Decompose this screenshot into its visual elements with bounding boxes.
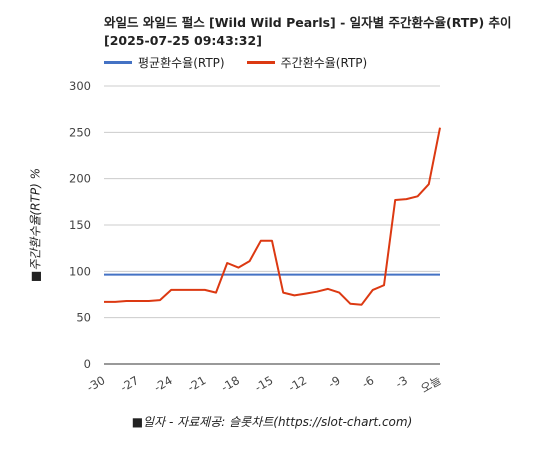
x-tick-label: -12 — [286, 373, 309, 395]
x-tick-label: 오늘 — [418, 373, 443, 396]
legend: 평균환수율(RTP) 주간환수율(RTP) — [104, 53, 389, 71]
y-tick-label: 200 — [69, 172, 91, 186]
x-tick-label: -30 — [84, 373, 107, 395]
y-axis-ticks: 0 50 100 150 200 250 300 — [69, 79, 91, 371]
series-layer — [104, 127, 441, 306]
x-tick-label: -21 — [185, 373, 208, 395]
y-tick-label: 50 — [76, 311, 91, 325]
y-tick-label: 150 — [69, 218, 91, 232]
legend-swatch-average — [104, 60, 132, 64]
grid-layer — [104, 85, 440, 365]
y-tick-label: 300 — [69, 79, 91, 93]
y-tick-label: 0 — [84, 357, 91, 371]
chart-title: 와일드 와일드 펄스 [Wild Wild Pearls] - 일자별 주간환수… — [104, 15, 512, 48]
x-tick-label: -6 — [359, 373, 376, 391]
x-tick-label: -3 — [393, 373, 410, 391]
x-axis-label: ■일자 - 자료제공: 슬롯차트(https://slot-chart.com) — [131, 415, 413, 429]
legend-label-weekly: 주간환수율(RTP) — [280, 55, 368, 70]
series-line-weekly[interactable] — [104, 127, 441, 306]
y-tick-label: 250 — [69, 125, 91, 139]
x-tick-label: -9 — [326, 373, 343, 391]
y-tick-label: 100 — [69, 264, 91, 278]
legend-swatch-weekly — [246, 60, 275, 64]
legend-item-weekly[interactable]: 주간환수율(RTP) — [246, 54, 368, 71]
x-axis-ticks: -30 -27 -24 -21 -18 -15 -12 -9 -6 -3 오늘 — [84, 373, 443, 396]
legend-label-average: 평균환수율(RTP) — [138, 55, 225, 70]
x-tick-label: -18 — [219, 373, 242, 395]
legend-item-average[interactable]: 평균환수율(RTP) — [104, 54, 225, 71]
x-tick-label: -27 — [118, 373, 141, 395]
x-tick-label: -24 — [151, 373, 174, 395]
y-axis-label: ■주간환수율(RTP) % — [28, 167, 43, 283]
x-tick-label: -15 — [252, 373, 275, 395]
